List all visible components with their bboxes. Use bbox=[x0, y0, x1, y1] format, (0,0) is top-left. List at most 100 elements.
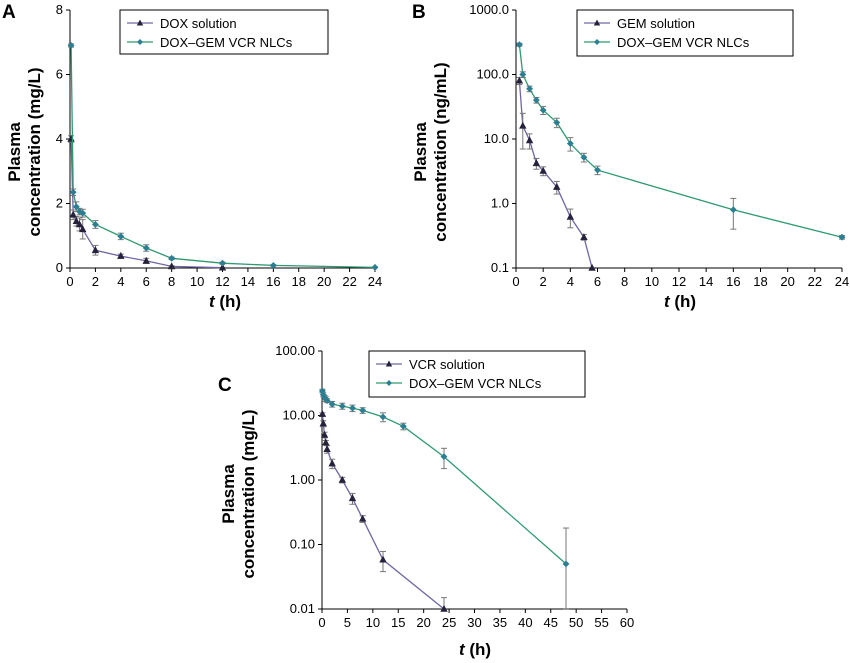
data-point-solution bbox=[323, 445, 331, 453]
y-tick-label: 100.00 bbox=[275, 343, 315, 358]
x-tick-label: 8 bbox=[168, 274, 175, 289]
data-point-nlc bbox=[562, 560, 570, 568]
y-axis-label-a: Plasma concentration (mg/L) bbox=[5, 67, 44, 236]
y-axis-label-c: Plasma concentration (mg/L) bbox=[219, 409, 258, 578]
x-tick-label: 45 bbox=[544, 615, 558, 630]
y-tick-label: 4 bbox=[56, 131, 63, 146]
legend-solution: DOX solution bbox=[127, 16, 237, 31]
y-tick-label: 1.00 bbox=[290, 472, 315, 487]
data-point-nlc bbox=[729, 206, 737, 214]
y-tick-label: 0 bbox=[56, 260, 63, 275]
legend-label: DOX–GEM VCR NLCs bbox=[617, 35, 750, 50]
y-tick-label: 10.0 bbox=[484, 131, 509, 146]
data-point-solution bbox=[142, 256, 150, 264]
data-point-solution bbox=[532, 159, 541, 167]
x-tick-label: 10 bbox=[645, 274, 659, 289]
x-tick-label: 0 bbox=[512, 274, 519, 289]
data-point-solution bbox=[79, 225, 87, 233]
data-point-nlc bbox=[371, 263, 379, 271]
y-tick-label: 0.10 bbox=[290, 537, 315, 552]
data-point-solution bbox=[440, 604, 448, 612]
x-tick-label: 15 bbox=[391, 615, 405, 630]
data-point-nlc bbox=[323, 397, 331, 405]
legend-label: VCR solution bbox=[409, 357, 485, 372]
data-point-solution bbox=[519, 121, 527, 129]
data-point-solution bbox=[379, 555, 387, 563]
data-point-nlc bbox=[142, 244, 150, 252]
x-tick-label: 50 bbox=[569, 615, 583, 630]
x-axis-label-b: t (h) bbox=[664, 292, 696, 311]
legend-label: GEM solution bbox=[617, 16, 695, 31]
y-tick-label: 2 bbox=[56, 196, 63, 211]
legend-nlc: DOX–GEM VCR NLCs bbox=[127, 35, 293, 50]
data-point-solution bbox=[69, 210, 77, 218]
y-tick-label: 8 bbox=[56, 2, 63, 17]
data-point-nlc bbox=[838, 233, 846, 241]
data-point-solution bbox=[553, 182, 561, 190]
y-tick-label: 0.01 bbox=[290, 601, 315, 616]
data-point-solution bbox=[91, 246, 100, 254]
x-tick-label: 22 bbox=[342, 274, 356, 289]
x-tick-label: 25 bbox=[442, 615, 456, 630]
data-point-solution bbox=[72, 217, 81, 225]
data-point-nlc bbox=[440, 453, 448, 461]
data-point-nlc bbox=[69, 188, 77, 196]
data-point-solution bbox=[566, 212, 575, 220]
x-tick-label: 2 bbox=[540, 274, 547, 289]
x-tick-label: 6 bbox=[143, 274, 150, 289]
y-axis-label-c-line1: Plasma bbox=[219, 464, 238, 524]
x-tick-label: 18 bbox=[753, 274, 767, 289]
y-tick-label: 10.00 bbox=[282, 408, 315, 423]
legend-solution: GEM solution bbox=[584, 16, 695, 31]
data-point-solution bbox=[588, 263, 596, 271]
x-tick-label: 8 bbox=[621, 274, 628, 289]
x-axis-label-a: t (h) bbox=[209, 292, 241, 311]
y-axis-label-a-line1: Plasma bbox=[5, 122, 24, 182]
y-axis-label-c-line2: concentration (mg/L) bbox=[239, 409, 258, 578]
x-tick-label: 22 bbox=[808, 274, 822, 289]
data-point-nlc bbox=[399, 422, 407, 430]
legend-box bbox=[368, 350, 586, 398]
series-line-nlc-c bbox=[321, 390, 567, 565]
x-tick-label: 14 bbox=[241, 274, 255, 289]
x-tick-label: 4 bbox=[567, 274, 574, 289]
x-tick-label: 24 bbox=[835, 274, 849, 289]
series-line-solution-a bbox=[70, 138, 223, 269]
legend-label: DOX–GEM VCR NLCs bbox=[409, 376, 542, 391]
x-tick-label: 10 bbox=[190, 274, 204, 289]
series-line-nlc-a bbox=[70, 45, 376, 269]
y-axis-label-b-line1: Plasma bbox=[411, 122, 430, 182]
legend-box bbox=[576, 9, 794, 57]
data-point-nlc bbox=[379, 413, 387, 421]
data-point-solution bbox=[539, 166, 547, 174]
x-tick-label: 10 bbox=[366, 615, 380, 630]
data-point-nlc bbox=[594, 166, 601, 174]
x-tick-label: 20 bbox=[317, 274, 331, 289]
data-point-nlc bbox=[117, 232, 125, 240]
data-point-solution bbox=[580, 233, 588, 241]
data-point-solution bbox=[328, 459, 336, 467]
x-tick-label: 2 bbox=[92, 274, 99, 289]
data-point-solution bbox=[322, 438, 330, 446]
legend-a: DOX solution DOX–GEM VCR NLCs bbox=[119, 9, 329, 55]
error-bar bbox=[730, 197, 737, 230]
data-point-nlc bbox=[359, 406, 367, 414]
data-point-nlc bbox=[519, 71, 527, 78]
data-point-solution bbox=[338, 475, 347, 483]
data-point-nlc bbox=[91, 221, 99, 228]
legend-nlc: DOX–GEM VCR NLCs bbox=[376, 376, 542, 391]
data-point-nlc bbox=[79, 209, 87, 217]
panel-letter-b: B bbox=[412, 2, 426, 23]
x-tick-label: 12 bbox=[215, 274, 229, 289]
x-tick-label: 40 bbox=[518, 615, 532, 630]
data-point-nlc bbox=[553, 119, 561, 126]
data-point-nlc bbox=[168, 254, 176, 262]
x-tick-label: 0 bbox=[318, 615, 325, 630]
legend-box bbox=[119, 9, 329, 55]
data-point-nlc bbox=[515, 41, 523, 49]
y-tick-label: 0.1 bbox=[491, 260, 509, 275]
legend-b: GEM solution DOX–GEM VCR NLCs bbox=[576, 9, 794, 57]
